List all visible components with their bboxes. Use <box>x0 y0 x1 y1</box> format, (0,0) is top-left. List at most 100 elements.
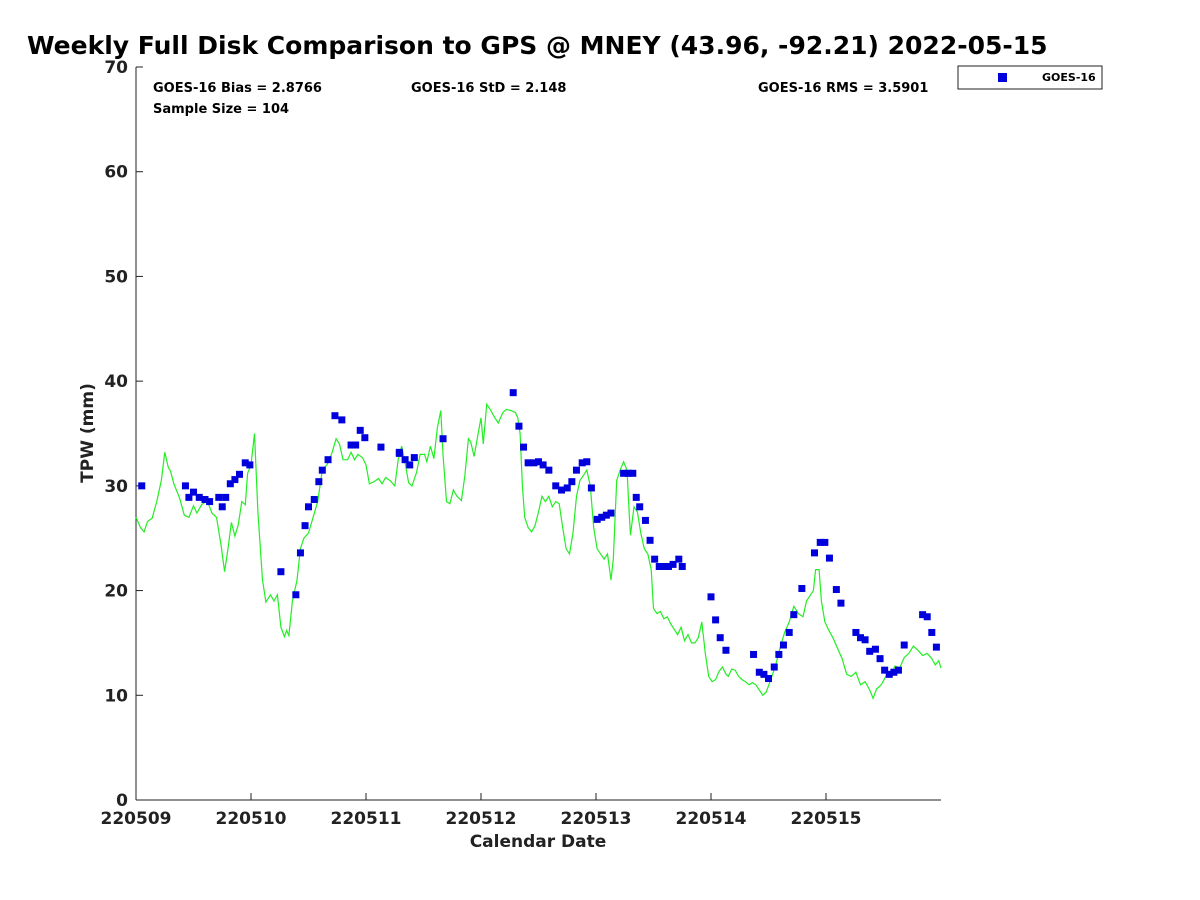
y-axis-label: TPW (mm) <box>78 383 98 483</box>
goes16-point <box>857 634 864 642</box>
goes16-point <box>315 478 323 486</box>
goes16-point <box>655 562 663 570</box>
goes16-point <box>669 560 677 568</box>
stat-std: GOES-16 StD = 2.148 <box>411 81 566 96</box>
goes16-point <box>410 454 418 462</box>
goes16-point <box>932 643 940 651</box>
goes16-point <box>318 466 326 474</box>
goes16-point <box>825 554 833 562</box>
goes16-point <box>798 584 806 592</box>
goes16-point <box>552 482 560 490</box>
goes16-point <box>852 628 860 636</box>
y-tick-label: 30 <box>104 477 128 497</box>
goes16-point <box>636 503 644 511</box>
x-tick-label: 220513 <box>561 809 632 829</box>
goes16-point <box>406 461 414 469</box>
goes16-point <box>361 434 369 442</box>
goes16-point <box>765 675 772 683</box>
x-tick-label: 220509 <box>101 809 172 829</box>
x-tick-label: 220515 <box>791 809 862 829</box>
plot-area <box>135 67 941 801</box>
goes16-point <box>832 586 840 594</box>
goes16-point <box>811 549 818 557</box>
goes16-point <box>324 456 332 464</box>
goes16-point <box>821 538 829 546</box>
series-layer <box>135 389 942 701</box>
goes16-point <box>620 469 628 477</box>
goes16-point <box>837 599 845 607</box>
stat-bias: GOES-16 Bias = 2.8766 <box>153 81 322 96</box>
goes16-point <box>866 647 874 655</box>
goes16-point <box>305 503 312 511</box>
goes16-point <box>660 562 668 570</box>
goes16-point <box>871 645 879 653</box>
goes16-point <box>535 458 542 466</box>
goes16-point <box>923 613 931 621</box>
goes16-point <box>876 655 884 663</box>
goes16-point <box>861 636 869 644</box>
stats-box: GOES-16 Bias = 2.8766 GOES-16 StD = 2.14… <box>153 81 928 117</box>
legend-marker <box>998 73 1007 82</box>
legend-box <box>957 65 1103 90</box>
goes16-point <box>236 470 243 478</box>
goes16-point <box>401 456 409 464</box>
goes16-point <box>712 616 720 624</box>
goes16-point <box>885 670 893 678</box>
goes16-point <box>356 426 364 434</box>
goes16-point <box>779 641 787 649</box>
goes16-point <box>296 549 304 557</box>
y-tick-label: 20 <box>104 582 128 602</box>
goes16-point <box>651 555 659 563</box>
goes16-point <box>277 568 285 576</box>
goes16-point <box>218 503 226 511</box>
goes16-point <box>377 443 385 451</box>
y-tick-label: 70 <box>104 58 128 78</box>
goes16-point <box>226 480 234 488</box>
goes16-point <box>524 459 532 467</box>
legend-label: GOES-16 <box>1042 71 1096 84</box>
goes16-point <box>722 646 730 654</box>
x-tick-label: 220512 <box>446 809 517 829</box>
goes16-point <box>347 441 355 449</box>
goes16-point <box>646 536 654 544</box>
goes16-point <box>190 488 197 496</box>
goes16-point <box>352 441 360 449</box>
goes16-point <box>568 478 576 486</box>
goes16-point <box>578 459 586 467</box>
x-tick-label: 220511 <box>331 809 402 829</box>
goes16-point <box>520 443 528 451</box>
goes16-point <box>593 515 601 523</box>
x-axis-label: Calendar Date <box>470 832 607 852</box>
goes16-point <box>919 611 927 619</box>
goes16-point <box>750 650 758 658</box>
goes16-point <box>785 628 793 636</box>
goes16-point <box>246 461 254 469</box>
x-tick-label: 220514 <box>676 809 747 829</box>
goes16-point <box>310 495 318 503</box>
goes16-point <box>241 459 249 467</box>
x-tick-label: 220510 <box>216 809 287 829</box>
goes16-point <box>292 591 300 599</box>
goes16-point <box>439 435 447 443</box>
goes16-point <box>530 459 538 467</box>
goes16-point <box>338 416 346 424</box>
goes16-point <box>602 511 610 519</box>
goes16-point <box>195 493 203 501</box>
goes16-point <box>558 486 565 494</box>
goes16-point <box>675 555 683 563</box>
goes16-point <box>181 482 189 490</box>
goes16-point <box>563 484 571 492</box>
goes16-point <box>629 469 637 477</box>
goes16-point <box>755 668 763 676</box>
y-tick-label: 0 <box>116 791 128 811</box>
goes16-point <box>632 493 640 501</box>
stat-rms: GOES-16 RMS = 3.5901 <box>758 81 928 96</box>
goes16-point <box>395 448 403 456</box>
goes16-point <box>790 611 798 619</box>
y-tick-label: 40 <box>104 372 128 392</box>
goes16-point <box>509 389 517 397</box>
chart-title: Weekly Full Disk Comparison to GPS @ MNE… <box>27 31 1048 60</box>
goes16-point <box>515 422 523 430</box>
goes16-point <box>539 461 547 469</box>
